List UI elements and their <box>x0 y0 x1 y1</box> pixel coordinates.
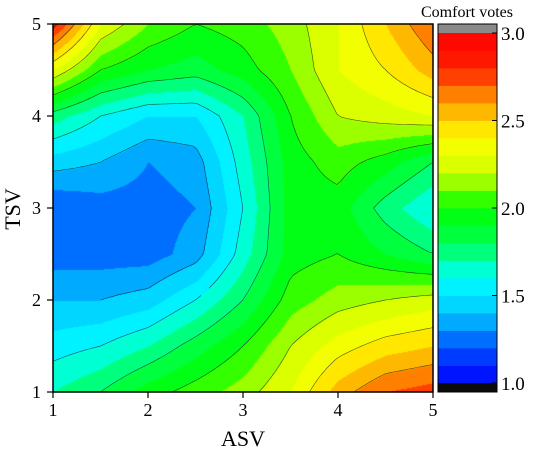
colorbar-band <box>438 50 497 69</box>
colorbar-band <box>438 260 497 279</box>
colorbar: 1.0 1.5 2.0 2.5 3.0 <box>437 23 525 395</box>
colorbar-title: Comfort votes <box>421 4 513 21</box>
colorbar-band <box>438 103 497 121</box>
y-tick-label: 5 <box>32 14 41 34</box>
colorbar-band <box>438 120 497 139</box>
colorbar-band <box>438 173 497 191</box>
colorbar-band <box>438 278 497 296</box>
contour-lines <box>52 23 434 393</box>
y-tick-label: 3 <box>32 198 41 218</box>
colorbar-band <box>438 85 497 104</box>
colorbar-band <box>438 330 497 349</box>
colorbar-band <box>438 348 497 366</box>
colorbar-tick-label: 1.5 <box>501 287 525 308</box>
y-tick-label: 4 <box>32 106 41 126</box>
axes: 1 2 3 4 5 1 2 3 4 5 <box>32 14 438 420</box>
contour-fill <box>53 24 433 392</box>
colorbar-band <box>438 190 497 209</box>
colorbar-band <box>438 208 497 226</box>
contour-plot-area <box>52 23 434 393</box>
colorbar-under-cap <box>438 383 497 392</box>
x-tick-label: 1 <box>49 400 58 420</box>
x-tick-label: 5 <box>429 400 438 420</box>
colorbar-tick-label: 2.5 <box>501 112 525 133</box>
x-tick-label: 4 <box>334 400 343 420</box>
colorbar-band <box>438 313 497 331</box>
x-tick-label: 3 <box>239 400 248 420</box>
x-tick-label: 2 <box>144 400 153 420</box>
y-tick-label: 2 <box>32 290 41 310</box>
colorbar-tick-label: 2.0 <box>501 199 525 220</box>
colorbar-over-cap <box>438 24 497 33</box>
colorbar-band <box>438 68 497 86</box>
x-axis-label: ASV <box>221 426 265 451</box>
colorbar-band <box>438 365 497 384</box>
colorbar-band <box>438 138 497 156</box>
colorbar-tick-label: 3.0 <box>501 24 525 45</box>
colorbar-tick-label: 1.0 <box>501 374 525 395</box>
colorbar-band <box>438 33 497 51</box>
colorbar-band <box>438 295 497 314</box>
y-axis-label: TSV <box>0 188 25 230</box>
colorbar-band <box>438 243 497 261</box>
y-tick-label: 1 <box>32 382 41 402</box>
colorbar-band <box>438 225 497 244</box>
colorbar-band <box>438 155 497 174</box>
